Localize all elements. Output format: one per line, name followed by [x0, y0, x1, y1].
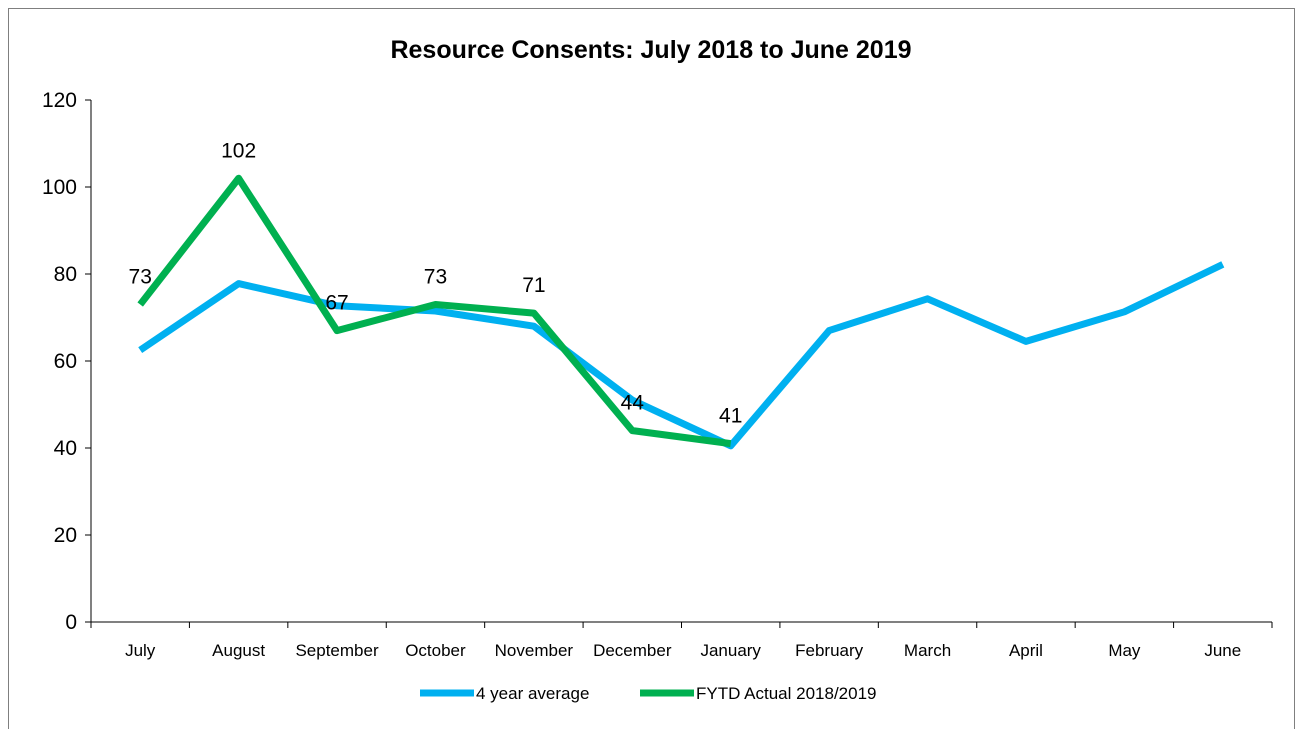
- x-tick-label: April: [1009, 641, 1043, 660]
- data-label: 67: [325, 292, 348, 315]
- data-label: 44: [621, 392, 645, 415]
- x-tick-label: June: [1204, 641, 1241, 660]
- y-tick-label: 120: [42, 89, 77, 112]
- y-tick-label: 100: [42, 176, 77, 199]
- y-axis-ticks: 0 20 40 60 80 100 120: [42, 89, 91, 634]
- data-label: 102: [221, 139, 256, 162]
- legend-label: 4 year average: [476, 684, 589, 703]
- x-tick-label: December: [593, 641, 672, 660]
- axes: [90, 100, 1272, 623]
- x-tick-label: May: [1108, 641, 1141, 660]
- legend-label: FYTD Actual 2018/2019: [696, 684, 877, 703]
- x-tick-label: November: [495, 641, 574, 660]
- series-line-2: [137, 174, 732, 448]
- data-label: 73: [424, 265, 447, 288]
- data-labels: 73 102 67 73 71 44 41: [129, 139, 743, 427]
- y-tick-label: 0: [65, 611, 77, 634]
- series-line-1: [138, 261, 1225, 450]
- x-tick-label: February: [795, 641, 864, 660]
- data-label: 73: [129, 265, 152, 288]
- x-tick-label: July: [125, 641, 156, 660]
- y-tick-label: 80: [54, 263, 77, 286]
- y-tick-label: 60: [54, 350, 77, 373]
- chart-title: Resource Consents: July 2018 to June 201…: [390, 36, 911, 64]
- data-label: 41: [719, 405, 742, 428]
- x-axis-ticks: July August September October November Decemb…: [90, 622, 1273, 660]
- y-tick-label: 40: [54, 437, 77, 460]
- x-tick-label: September: [295, 641, 378, 660]
- data-label: 71: [522, 274, 545, 297]
- y-tick-label: 20: [54, 524, 77, 547]
- x-tick-label: January: [700, 641, 761, 660]
- legend: 4 year average FYTD Actual 2018/2019: [420, 684, 877, 703]
- legend-item: FYTD Actual 2018/2019: [640, 684, 877, 703]
- x-tick-label: March: [904, 641, 951, 660]
- x-tick-label: October: [405, 641, 466, 660]
- x-tick-label: August: [212, 641, 265, 660]
- legend-item: 4 year average: [420, 684, 589, 703]
- chart-frame: [8, 8, 1295, 729]
- series-lines: [137, 174, 1225, 450]
